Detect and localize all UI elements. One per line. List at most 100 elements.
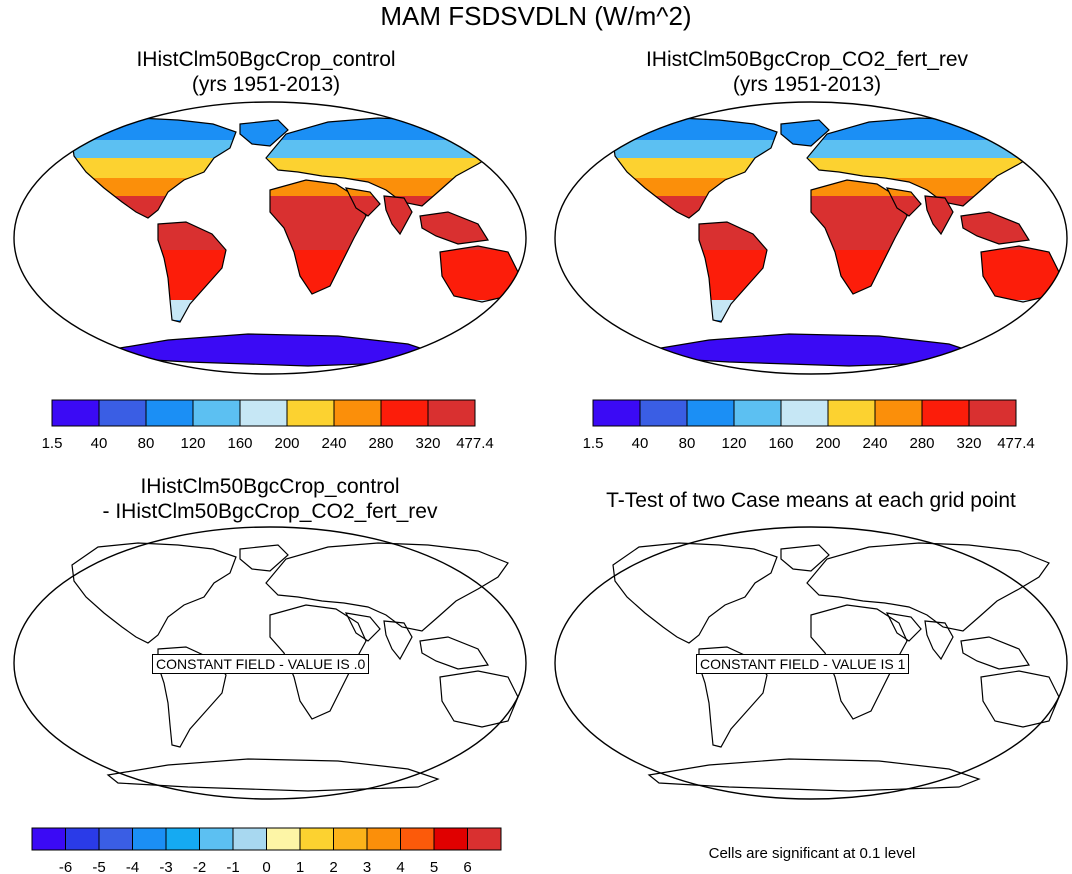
field-cell <box>549 320 1072 332</box>
field-cell <box>981 300 1059 302</box>
field-cell <box>158 320 226 322</box>
coastline-seAsia <box>419 636 490 670</box>
colorbar-box <box>165 827 200 851</box>
constant-field-label-4: CONSTANT FIELD - VALUE IS 1 <box>696 654 910 674</box>
field-cell <box>549 300 1072 320</box>
field-cell <box>781 120 829 140</box>
field-cell <box>240 120 288 140</box>
colorbar-tick-label: 160 <box>768 435 793 452</box>
field-cell <box>8 300 532 320</box>
colorbar-tick-label: 40 <box>91 435 108 452</box>
field-cell <box>699 320 767 322</box>
coastline-eurasia <box>265 117 509 207</box>
coastline-australia <box>980 670 1060 728</box>
colorbar-box <box>827 399 876 427</box>
colorbar-tick-label: 6 <box>463 859 471 874</box>
field-cell <box>8 320 532 332</box>
colorbar-tick-label: 477.4 <box>997 435 1035 452</box>
colorbar-tick-label: -2 <box>193 859 206 874</box>
panel-3-subtitle: - IHistClm50BgcCrop_CO2_fert_rev <box>102 500 438 523</box>
panel-2-title: IHistClm50BgcCrop_CO2_fert_rev <box>645 48 969 71</box>
coastline-arabia <box>344 187 381 217</box>
colorbar-tick-label: 280 <box>368 435 393 452</box>
coastline-eurasia <box>806 542 1050 632</box>
colorbar-tick-label: 120 <box>180 435 205 452</box>
field-cell <box>549 320 1072 332</box>
colorbar-box <box>686 399 735 427</box>
panel-1-subtitle: (yrs 1951-2013) <box>191 73 341 96</box>
colorbar-box <box>132 827 167 851</box>
panel-2-subtitle: (yrs 1951-2013) <box>732 73 882 96</box>
colorbar-box <box>299 827 334 851</box>
field-cell <box>440 246 518 250</box>
field-cell <box>266 158 508 178</box>
colorbar-tick-label: 320 <box>956 435 981 452</box>
colorbar-tick-label: 240 <box>321 435 346 452</box>
colorbar-tick-label: -5 <box>92 859 105 874</box>
coastline-eurasia <box>265 542 509 632</box>
coastline-northAmerica <box>71 542 237 644</box>
coastline-greenland <box>239 544 289 572</box>
colorbar-box <box>239 399 288 427</box>
field-cell <box>8 300 532 320</box>
field-cell <box>981 246 1059 250</box>
field-cell <box>549 300 1072 320</box>
colorbar-tick-label: 80 <box>679 435 696 452</box>
coastline-india <box>383 195 413 236</box>
colorbar-tick-label: 320 <box>415 435 440 452</box>
coastline-northAmerica <box>612 542 778 644</box>
field-cell <box>807 158 1049 178</box>
coastline-antarctica <box>106 758 440 792</box>
significance-note: Cells are significant at 0.1 level <box>708 845 916 862</box>
colorbar-1: 1.5 40 80 120 160 200 240 280 320 477.4 <box>42 399 494 452</box>
colorbar-tick-label: -4 <box>126 859 139 874</box>
coastline-australia <box>439 670 519 728</box>
panel-1-title: IHistClm50BgcCrop_control <box>136 48 396 71</box>
field-cell <box>613 140 777 158</box>
field-cell <box>8 320 532 332</box>
field-cell <box>72 158 236 178</box>
colorbar-tick-label: 4 <box>396 859 404 874</box>
map-panel-1 <box>8 101 532 375</box>
colorbar-tick-label: 1 <box>296 859 304 874</box>
field-cell <box>549 320 1072 332</box>
colorbar-box <box>639 399 688 427</box>
field-cell <box>549 320 1072 332</box>
colorbar-tick-label: 3 <box>363 859 371 874</box>
panel-3-title: IHistClm50BgcCrop_control <box>140 475 400 498</box>
field-cell <box>8 320 532 332</box>
field-cell <box>8 320 532 332</box>
coastline-africa <box>269 179 367 295</box>
colorbar-box <box>366 827 401 851</box>
coastline-eurasia <box>806 117 1050 207</box>
field-cell <box>108 334 438 366</box>
coastline-seAsia <box>960 636 1031 670</box>
map-border <box>13 526 527 800</box>
field-cell <box>266 140 508 158</box>
field-cell <box>8 320 532 332</box>
colorbar-box <box>380 399 429 427</box>
colorbar-tick-label: 477.4 <box>456 435 494 452</box>
field-cell <box>549 320 1072 332</box>
colorbar-box <box>467 827 502 851</box>
map-border <box>13 101 527 375</box>
coastline-arabia <box>885 187 922 217</box>
coastline-seAsia <box>419 211 490 245</box>
coastline-india <box>924 620 954 661</box>
colorbar-box <box>31 827 66 851</box>
colorbar-box <box>65 827 100 851</box>
colorbar-tick-label: 1.5 <box>583 435 604 452</box>
coastline-india <box>383 620 413 661</box>
field-cell <box>549 320 1072 332</box>
map-border <box>554 526 1068 800</box>
coastline-arabia <box>885 612 922 642</box>
colorbar-tick-label: 200 <box>815 435 840 452</box>
field-cell <box>649 334 979 366</box>
coastline-northAmerica <box>71 117 237 219</box>
coastline-india <box>924 195 954 236</box>
colorbar-tick-label: 0 <box>262 859 270 874</box>
field-cell <box>549 320 1072 332</box>
colorbar-tick-label: 120 <box>721 435 746 452</box>
coastline-southAmerica <box>157 221 227 323</box>
coastline-northAmerica <box>612 117 778 219</box>
